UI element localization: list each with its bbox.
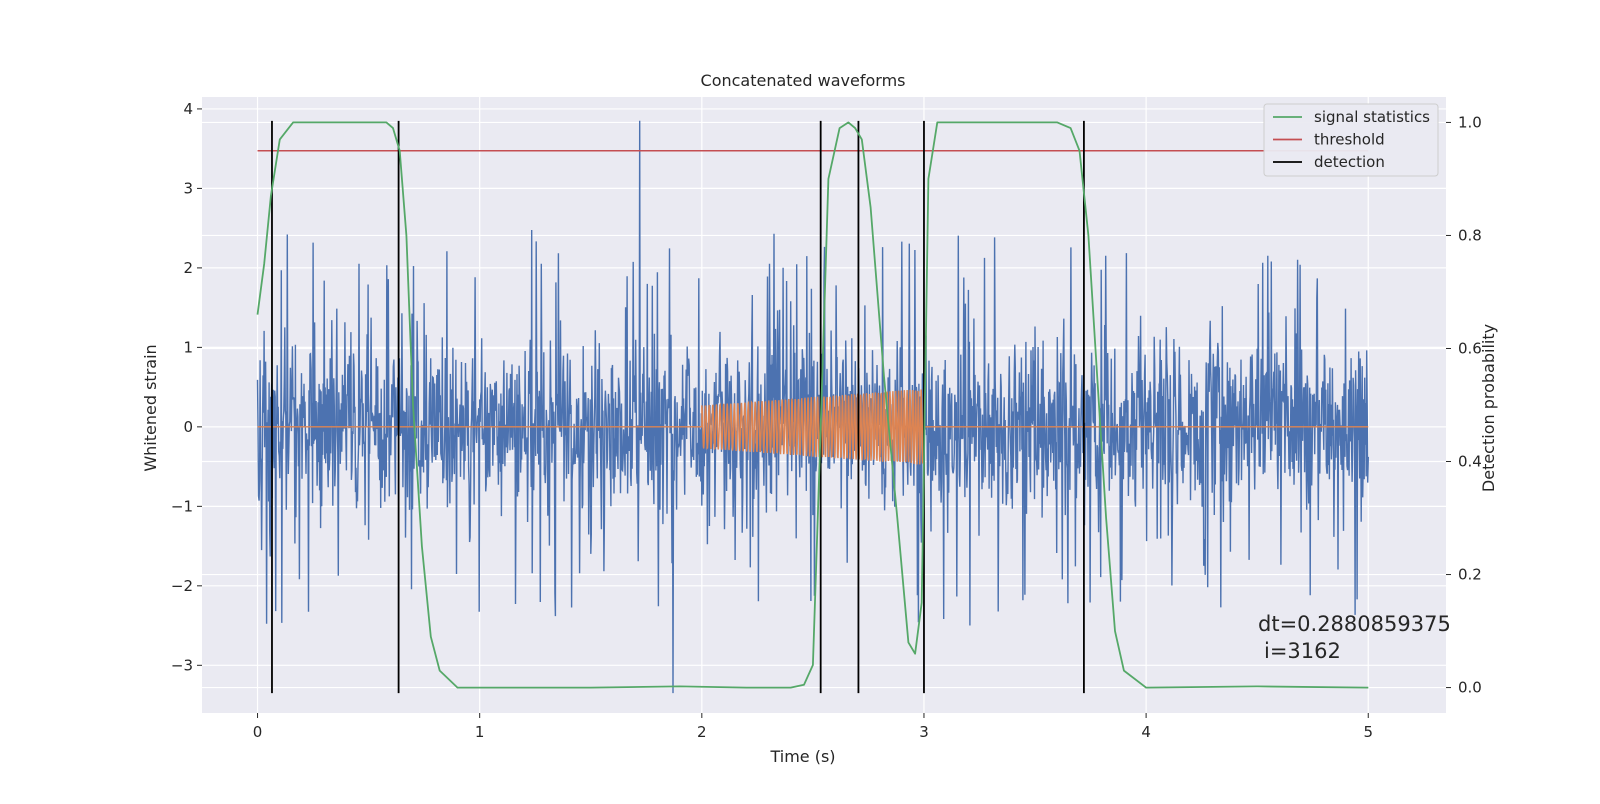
x-tick-label: 2: [697, 723, 707, 741]
y-tick-label: −2: [171, 577, 193, 595]
x-axis-label: Time (s): [769, 747, 835, 766]
y-tick-label: 1: [183, 338, 193, 356]
legend-label: signal statistics: [1314, 108, 1430, 126]
y-tick-label: 4: [183, 100, 193, 118]
x-tick-label: 3: [919, 723, 929, 741]
y2-tick-label: 0.2: [1458, 566, 1482, 584]
x-tick-label: 0: [253, 723, 263, 741]
annotation-index: i=3162: [1264, 639, 1341, 663]
y2-axis-label: Detection probability: [1479, 324, 1498, 492]
whitened-strain-line: [256, 120, 1369, 694]
y-tick-label: −1: [171, 497, 193, 515]
y2-tick-label: 1.0: [1458, 113, 1482, 131]
x-tick-label: 4: [1141, 723, 1151, 741]
y-tick-label: 3: [183, 179, 193, 197]
legend-box: [1263, 103, 1439, 177]
legend-label: threshold: [1314, 131, 1385, 149]
y-axis-label: Whitened strain: [141, 344, 160, 471]
y2-tick-label: 0.8: [1458, 226, 1482, 244]
chart-title: Concatenated waveforms: [701, 71, 906, 90]
ticks: 0 1 2 3 4 5 −3 −2 −1 0 1 2 3 4 0.0 0.2 0.4 0.6 0.8 1.0: [171, 100, 1482, 741]
y-tick-label: −3: [171, 656, 193, 674]
y2-tick-label: 0.6: [1458, 339, 1482, 357]
annotation-dt: dt=0.2880859375: [1258, 612, 1451, 636]
y-tick-label: 0: [183, 418, 193, 436]
y2-tick-label: 0.4: [1458, 453, 1482, 471]
legend: signal statistics threshold detection: [1263, 103, 1439, 177]
x-tick-label: 1: [475, 723, 485, 741]
y-tick-label: 2: [183, 259, 193, 277]
data-layer: [256, 120, 1369, 694]
y2-tick-label: 0.0: [1458, 679, 1482, 697]
legend-label: detection: [1314, 153, 1385, 171]
injected-chirp-line: [257, 388, 1369, 465]
x-tick-label: 5: [1363, 723, 1373, 741]
signal-statistics-line: [256, 121, 1369, 689]
